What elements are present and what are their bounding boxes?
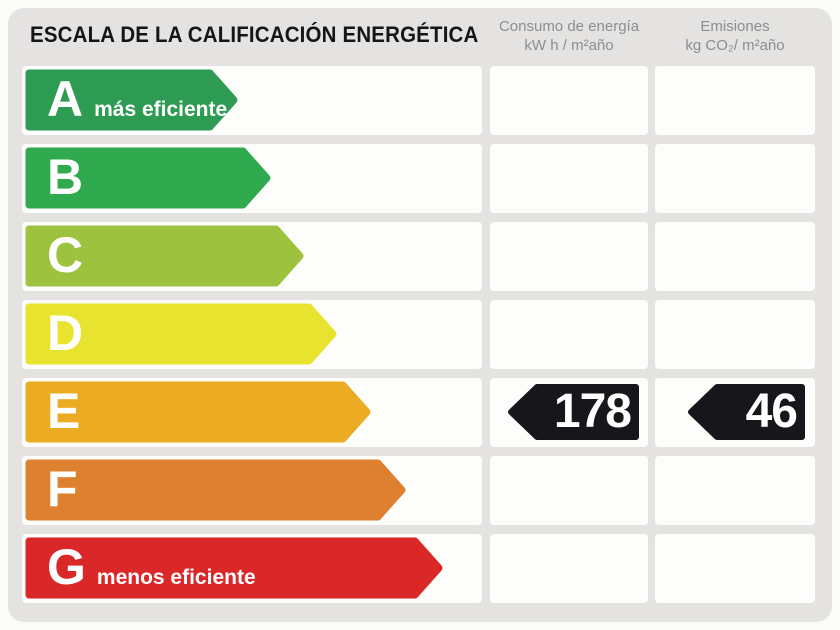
rating-arrow-d	[25, 303, 337, 365]
rating-arrow-g	[25, 537, 443, 599]
consumo-cell-a	[490, 66, 648, 135]
rating-letter-c: C	[47, 227, 84, 283]
rating-letter-a: A	[47, 71, 84, 127]
energy-rating-panel: ESCALA DE LA CALIFICACIÓN ENERGÉTICA Con…	[8, 8, 832, 622]
rating-arrow-e	[25, 381, 371, 443]
column-header-emisiones: Emisiones kg CO₂/ m²año	[655, 17, 815, 55]
column-header-consumo-line2: kW h / m²año	[524, 37, 614, 54]
consumo-cell-b	[490, 144, 648, 213]
bar-cell-d: D	[22, 300, 482, 369]
rating-annotation-g: menos eficiente	[96, 566, 256, 589]
bar-cell-e: E	[22, 378, 482, 447]
emisiones-value: 46	[745, 385, 798, 438]
emisiones-cell-a	[655, 66, 815, 135]
rating-label-b: B	[47, 147, 83, 209]
consumo-value-badge: 178	[507, 384, 641, 440]
emisiones-cell-d	[655, 300, 815, 369]
column-header-consumo: Consumo de energía kW h / m²año	[490, 17, 648, 55]
bar-cell-c: C	[22, 222, 482, 291]
rating-arrow-a	[25, 69, 238, 131]
page-title-text: ESCALA DE LA CALIFICACIÓN ENERGÉTICA	[30, 22, 479, 47]
page-title: ESCALA DE LA CALIFICACIÓN ENERGÉTICA	[30, 22, 512, 48]
rating-letter-g: G	[47, 539, 86, 595]
emisiones-value-badge: 46	[687, 384, 807, 440]
column-header-emisiones-line1: Emisiones	[700, 18, 770, 35]
rating-row-e: E 178 46	[8, 378, 832, 447]
emisiones-cell-b	[655, 144, 815, 213]
consumo-cell-g	[490, 534, 648, 603]
rating-letter-d: D	[47, 305, 84, 361]
consumo-cell-d	[490, 300, 648, 369]
emisiones-cell-c	[655, 222, 815, 291]
emisiones-value-badge-shape	[688, 384, 805, 440]
rating-row-c: C	[8, 222, 832, 291]
emisiones-cell-g	[655, 534, 815, 603]
consumo-cell-c	[490, 222, 648, 291]
rating-label-e: E	[47, 381, 80, 443]
rating-arrow-c	[25, 225, 304, 287]
consumo-value-badge-shape	[508, 384, 639, 440]
emisiones-cell-e: 46	[655, 378, 815, 447]
rating-label-c: C	[47, 225, 83, 287]
emisiones-cell-f	[655, 456, 815, 525]
consumo-value: 178	[553, 385, 632, 438]
rating-arrow-b	[25, 147, 271, 209]
rating-arrow-f	[25, 459, 406, 521]
consumo-cell-f	[490, 456, 648, 525]
column-header-emisiones-line2: kg CO₂/ m²año	[685, 37, 785, 54]
consumo-cell-e: 178	[490, 378, 648, 447]
rating-letter-f: F	[47, 461, 78, 517]
rating-label-d: D	[47, 303, 83, 365]
rating-letter-e: E	[47, 383, 81, 439]
bar-cell-f: F	[22, 456, 482, 525]
rating-letter-b: B	[47, 149, 84, 205]
rating-row-f: F	[8, 456, 832, 525]
rating-row-d: D	[8, 300, 832, 369]
rating-annotation-a: más eficiente	[94, 98, 228, 121]
rating-row-b: B	[8, 144, 832, 213]
bar-cell-b: B	[22, 144, 482, 213]
column-header-consumo-line1: Consumo de energía	[498, 18, 640, 35]
rating-label-f: F	[47, 459, 78, 521]
